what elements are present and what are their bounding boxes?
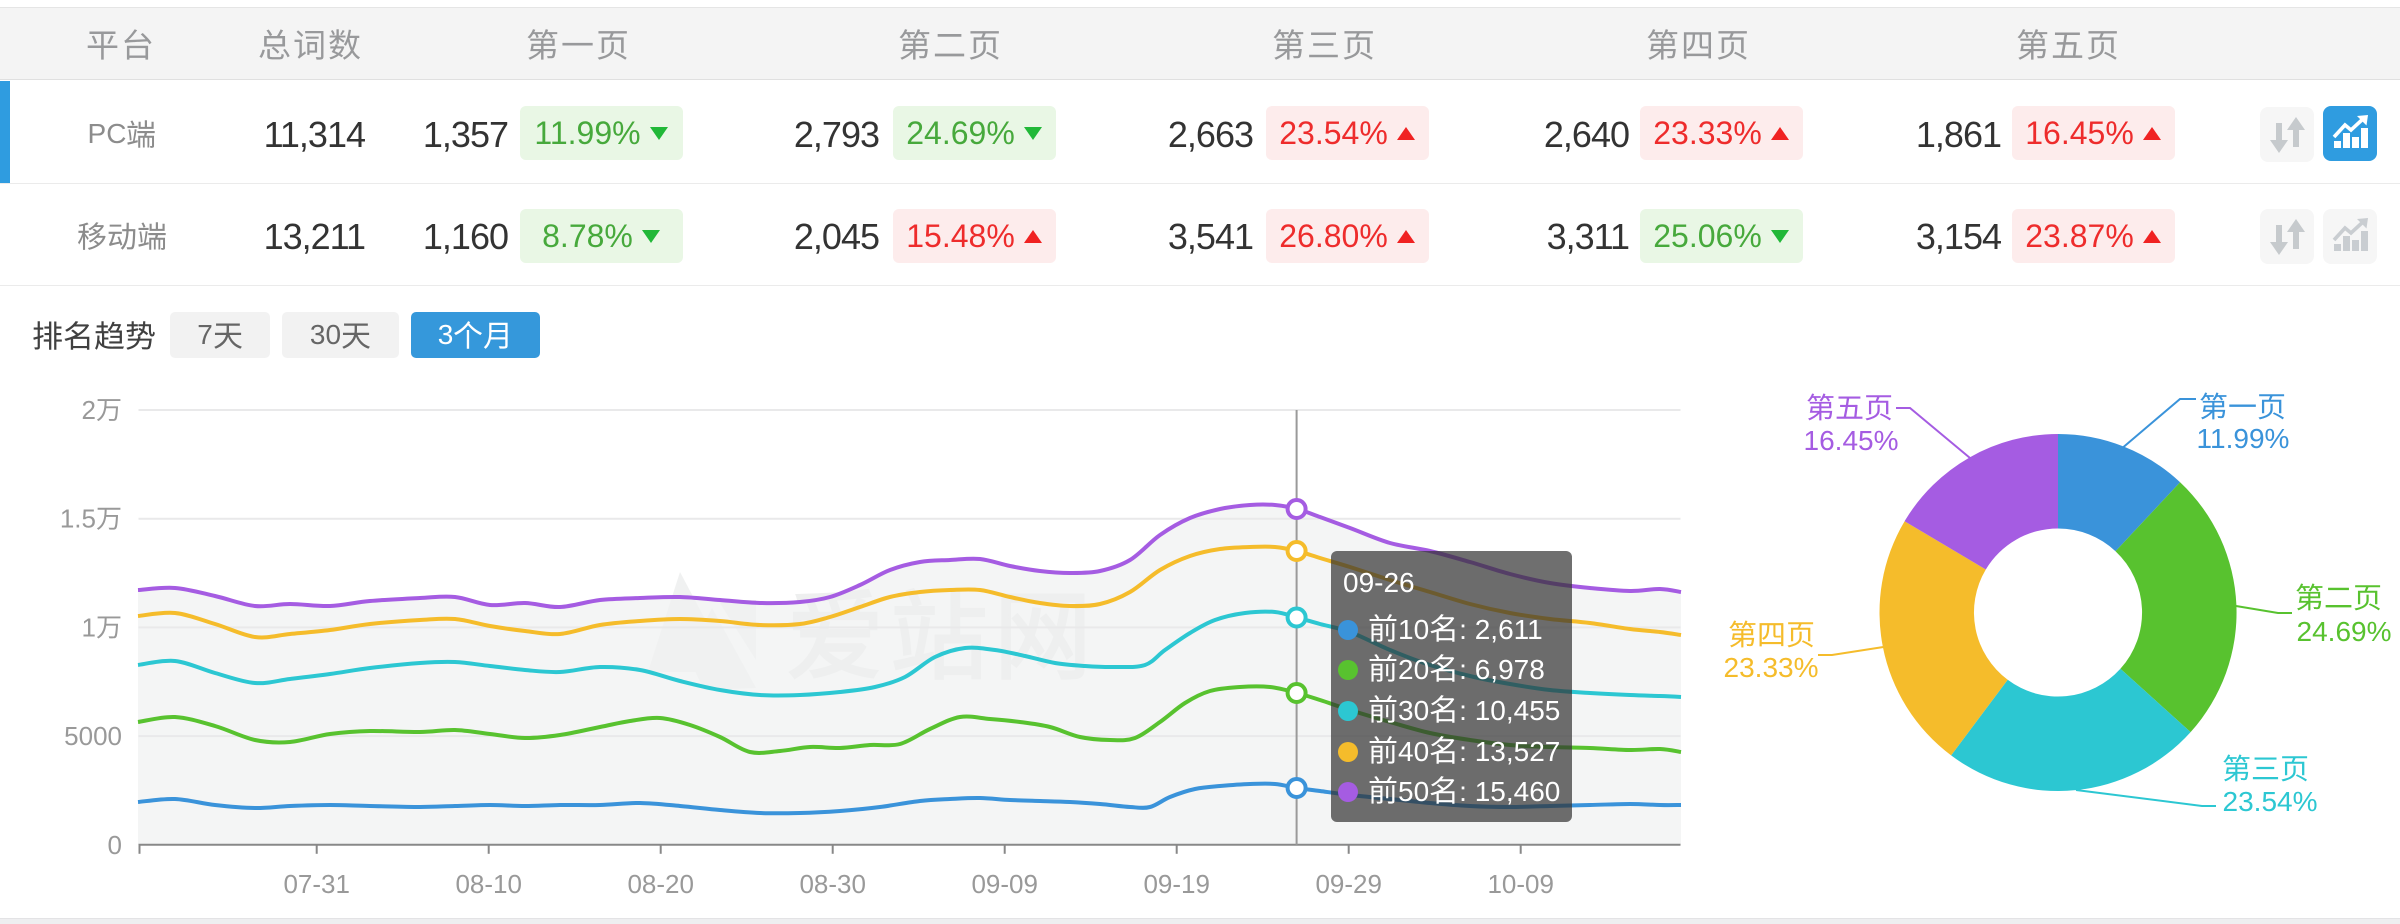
svg-text:2: 2	[82, 395, 96, 425]
svg-text:07-31: 07-31	[283, 869, 350, 899]
svg-text:0: 0	[108, 830, 122, 860]
svg-text:24.69%: 24.69%	[2297, 616, 2392, 647]
svg-text:16.45%: 16.45%	[1804, 425, 1899, 456]
svg-text:08-20: 08-20	[627, 869, 694, 899]
svg-text:1: 1	[82, 612, 96, 642]
svg-text:09-19: 09-19	[1143, 869, 1210, 899]
svg-text:08-10: 08-10	[455, 869, 522, 899]
svg-text:10-09: 10-09	[1487, 869, 1554, 899]
svg-text:11.99%: 11.99%	[2197, 423, 2290, 454]
svg-text:5000: 5000	[64, 721, 122, 751]
svg-text:23.54%: 23.54%	[2223, 786, 2318, 817]
svg-text:09-29: 09-29	[1315, 869, 1382, 899]
svg-text:08-30: 08-30	[799, 869, 866, 899]
svg-text:23.33%: 23.33%	[1724, 652, 1819, 683]
svg-text:1.5: 1.5	[60, 504, 96, 534]
svg-text:09-09: 09-09	[971, 869, 1038, 899]
